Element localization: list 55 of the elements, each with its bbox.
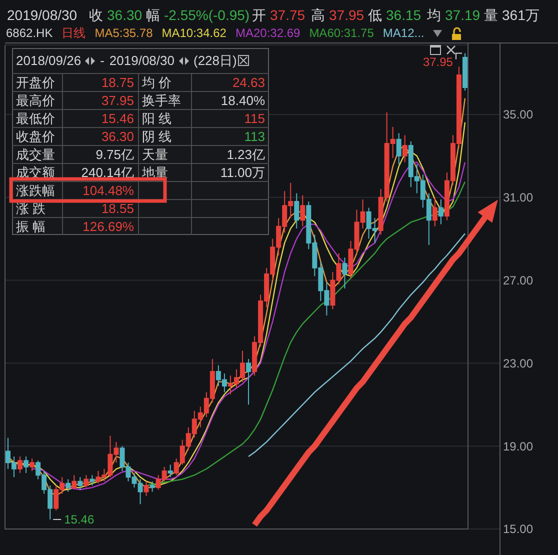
- text: MA60:31.75: [309, 26, 374, 40]
- annotation: 阳 线: [141, 110, 173, 127]
- text: 量 361万: [484, 7, 540, 23]
- annotation: 113: [243, 128, 266, 145]
- annotation: 均 价: [141, 74, 173, 91]
- annotation: 成交量: [15, 146, 56, 163]
- annotation: 最高价: [15, 92, 56, 109]
- text: 开 37.75: [252, 7, 306, 23]
- y-tick-label: 23.00: [503, 356, 534, 370]
- annotation: 36.30: [100, 128, 135, 145]
- annotation: -: [100, 53, 104, 68]
- annotation: 18.55: [100, 200, 135, 217]
- text: 高 37.95: [311, 7, 364, 23]
- annotation: 115: [243, 110, 266, 127]
- text: 6862.HK: [6, 26, 53, 40]
- annotation: 126.69%: [82, 218, 135, 235]
- annotation: 37.95: [422, 55, 454, 70]
- y-tick-label: 19.00: [503, 439, 534, 454]
- annotation: 1.23亿: [226, 146, 266, 163]
- annotation: 涨 跌: [15, 200, 47, 217]
- annotation: (228日): [194, 52, 237, 70]
- annotation: 18.75: [100, 74, 135, 91]
- annotation: 涨跌幅: [15, 182, 56, 199]
- annotation: 9.75亿: [94, 146, 135, 163]
- annotation: 11.00万: [219, 164, 266, 181]
- annotation: 开盘价: [15, 74, 56, 91]
- y-tick-label: 27.00: [503, 273, 534, 288]
- annotation: 24.63: [231, 74, 266, 91]
- annotation: 换手率: [141, 92, 182, 109]
- annotation: 阴 线: [141, 128, 173, 145]
- text: 收 36.30: [89, 7, 142, 23]
- annotation: 2019/08/30: [109, 53, 174, 68]
- y-tick-label: 31.00: [503, 190, 534, 205]
- text: MA10:34.62: [162, 26, 226, 40]
- text: 低 36.15: [368, 7, 422, 23]
- text: MA20:32.69: [235, 26, 300, 40]
- annotation: 15.46: [64, 512, 94, 527]
- annotation: 240.14亿: [80, 164, 135, 181]
- text: 均 37.19: [427, 7, 480, 23]
- annotation: 收盘价: [15, 128, 56, 145]
- annotation: 最低价: [15, 110, 56, 127]
- text: MA12...: [382, 26, 424, 40]
- annotation: 2018/09/26: [16, 53, 82, 68]
- annotation: 天量: [141, 146, 169, 163]
- text: 幅 -2.55%(-0.95): [146, 7, 250, 23]
- text: MA5:35.78: [94, 26, 153, 40]
- text: 日线: [62, 24, 86, 42]
- text: 2019/08/30: [7, 7, 78, 23]
- annotation: 18.40%: [220, 92, 266, 109]
- annotation: 104.48%: [82, 182, 135, 199]
- y-tick-label: 15.00: [503, 522, 534, 536]
- annotation: 振 幅: [15, 218, 47, 235]
- y-tick-label: 35.00: [503, 108, 534, 122]
- annotation: 15.46: [100, 110, 135, 127]
- annotation: 37.95: [100, 92, 135, 109]
